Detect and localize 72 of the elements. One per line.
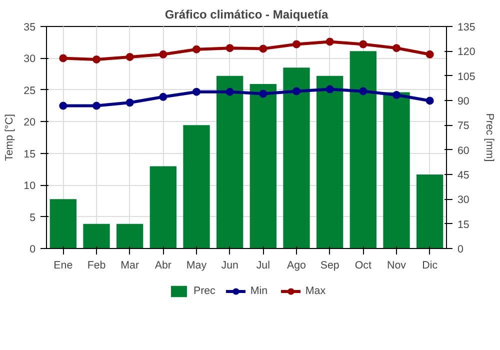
x-tick-label: Abr (154, 260, 172, 272)
y2-tick-label: 15 (458, 218, 470, 231)
x-tick-label: Jul (256, 260, 270, 272)
point (392, 91, 400, 99)
point (359, 87, 368, 96)
bar (116, 224, 144, 248)
bar (83, 224, 110, 248)
bar (383, 92, 410, 248)
legend-label: Max (305, 284, 326, 298)
point (59, 54, 68, 62)
point (292, 40, 300, 48)
y-tick-label: 15 (24, 148, 36, 160)
bar (283, 68, 310, 248)
y-axis-title: Temp [°C] (4, 114, 16, 161)
point (392, 44, 400, 52)
point (259, 44, 268, 53)
y-tick-label: 25 (24, 84, 36, 97)
x-tick-label: Oct (354, 260, 372, 272)
y-tick-label: 20 (24, 116, 36, 129)
y2-tick-label: 105 (458, 70, 476, 83)
point (126, 52, 134, 61)
y2-tick-label: 45 (458, 170, 470, 182)
bar (416, 174, 444, 248)
point (426, 96, 434, 105)
bar (316, 76, 344, 248)
point (126, 98, 134, 107)
x-tick-label: Mar (120, 260, 140, 272)
chart-title: Gráfico climático - Maiquetía (164, 8, 329, 22)
y2-tick-label: 90 (458, 96, 470, 108)
point (192, 45, 200, 54)
bar (183, 125, 210, 248)
y2-tick-label: 60 (458, 144, 470, 157)
x-tick-label: Feb (87, 260, 106, 272)
bar (350, 51, 376, 248)
y2-tick-label: 0 (458, 244, 464, 256)
bar (50, 199, 76, 248)
point (259, 90, 268, 98)
point (226, 44, 234, 52)
legend-label: Prec (193, 284, 216, 298)
y2-tick-label: 30 (458, 194, 470, 206)
x-tick-label: Dic (422, 260, 438, 272)
y-tick-label: 5 (30, 212, 36, 224)
x-tick-label: Jun (221, 260, 238, 272)
bar (216, 76, 244, 248)
y-tick-label: 10 (24, 180, 36, 192)
x-tick-label: Nov (387, 260, 407, 272)
x-tick-label: Ene (54, 260, 73, 272)
y-tick-label: 30 (24, 53, 36, 66)
y2-tick-label: 75 (458, 120, 470, 132)
point (226, 88, 234, 96)
y2-axis-title: Prec [mm] (483, 113, 496, 162)
point (159, 92, 168, 101)
y-tick-label: 35 (24, 22, 36, 34)
y2-tick-label: 135 (458, 22, 476, 34)
y-tick-label: 0 (30, 244, 36, 256)
point (292, 87, 300, 96)
point (326, 85, 334, 94)
bar (150, 166, 176, 248)
bar (250, 84, 276, 248)
legend-label: Min (250, 284, 269, 298)
x-tick-label: May (186, 260, 208, 272)
point (326, 38, 334, 46)
x-tick-label: Sep (320, 260, 340, 272)
x-tick-label: Ago (287, 260, 306, 272)
point (159, 50, 168, 58)
point (59, 102, 68, 110)
point (92, 55, 100, 64)
y2-tick-label: 120 (458, 46, 476, 58)
point (426, 50, 434, 58)
point (192, 88, 200, 96)
point (92, 102, 100, 110)
point (359, 40, 368, 48)
